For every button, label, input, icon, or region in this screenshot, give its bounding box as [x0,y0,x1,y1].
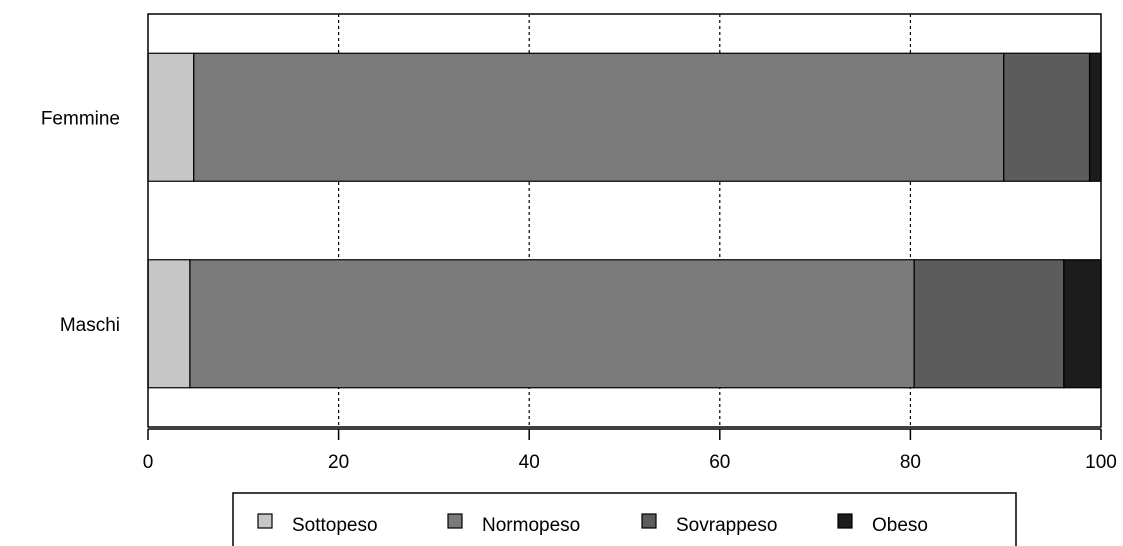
legend-label: Sovrappeso [676,515,777,536]
x-tick-label: 80 [900,452,921,473]
bar-segment [1003,52,1091,182]
legend-box [232,492,1017,546]
x-axis: 0 20 40 60 80 100 [143,428,1117,473]
legend-label: Sottopeso [292,515,378,536]
legend-swatch [257,513,273,529]
category-labels: Femmine Maschi [41,108,120,336]
x-tick-label: 60 [709,452,730,473]
bar-segment [189,259,915,389]
x-tick-label: 20 [328,452,349,473]
bar-segment [147,259,191,389]
legend-swatch [837,513,853,529]
legend-label: Normopeso [482,515,580,536]
legend-label: Obeso [872,515,928,536]
legend-swatch [447,513,463,529]
bars [147,52,1102,389]
legend: Sottopeso Normopeso Sovrappeso Obeso [232,492,1017,546]
bar-segment [1063,259,1102,389]
x-tick-label: 0 [143,452,154,473]
bar-segment [147,52,195,182]
category-label: Femmine [41,108,120,129]
plot-frame [147,13,1102,428]
bar-segment [193,52,1005,182]
legend-swatch [641,513,657,529]
category-label: Maschi [60,315,120,336]
bar-segment [1088,52,1102,182]
x-tick-label: 40 [519,452,540,473]
bar-segment [913,259,1065,389]
x-tick-label: 100 [1085,452,1117,473]
